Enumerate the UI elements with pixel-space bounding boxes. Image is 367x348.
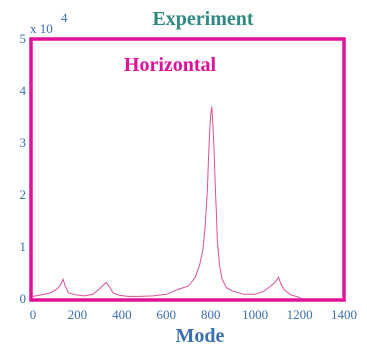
- x-tick-label: 800: [201, 307, 221, 322]
- series-line: [32, 106, 303, 300]
- y-tick-label: 2: [20, 187, 27, 202]
- x-axis-ticks: 0 200 400 600 800 1000 1200 1400: [30, 307, 357, 322]
- x-tick-label: 400: [112, 307, 132, 322]
- x-axis-label: Mode: [176, 325, 225, 347]
- y-tick-label: 1: [20, 239, 27, 254]
- y-tick-label: 0: [20, 291, 27, 306]
- y-scale-exponent: 4: [61, 10, 68, 25]
- y-tick-label: 5: [20, 31, 27, 46]
- x-tick-label: 600: [157, 307, 177, 322]
- y-axis-ticks: 0 1 2 3 4 5: [20, 31, 27, 306]
- y-tick-label: 4: [20, 83, 27, 98]
- chart-title: Experiment: [152, 8, 253, 30]
- y-tick-label: 3: [20, 135, 27, 150]
- x-tick-label: 200: [68, 307, 88, 322]
- annotation-horizontal: Horizontal: [124, 54, 217, 76]
- x-tick-label: 1200: [287, 307, 313, 322]
- y-scale-label: x 10: [30, 21, 53, 36]
- plot-frame: [29, 37, 346, 302]
- x-tick-label: 0: [30, 307, 37, 322]
- x-tick-label: 1000: [242, 307, 268, 322]
- x-tick-label: 1400: [331, 307, 357, 322]
